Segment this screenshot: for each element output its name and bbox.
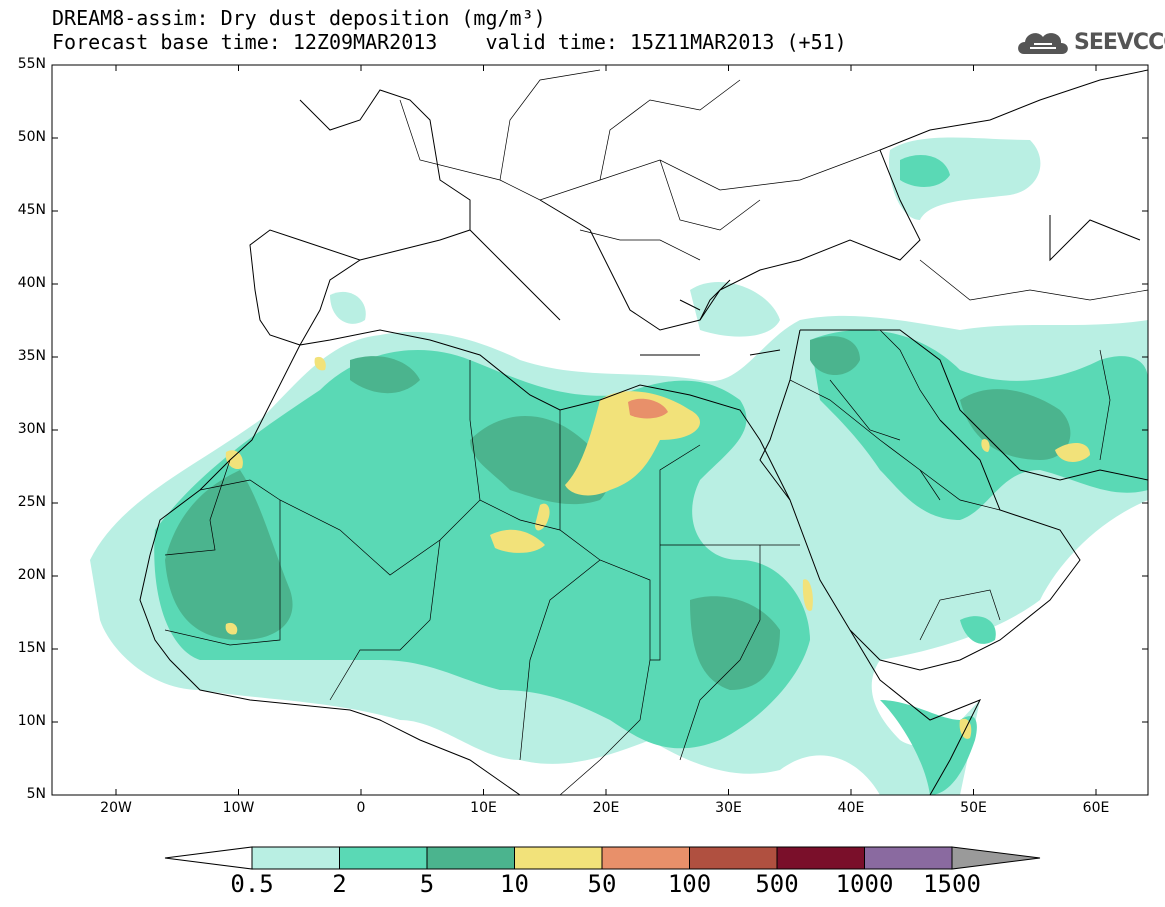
colorbar-swatch [514, 846, 603, 870]
lat-label: 20N [17, 567, 46, 583]
map-title: DREAM8-assim: Dry dust deposition (mg/m³… [52, 6, 546, 30]
colorbar-swatch [776, 846, 865, 870]
axis-ticks [52, 64, 1148, 796]
seevccc-logo: SEEVCCC [1016, 24, 1165, 64]
deposition-zone-2-5-horn [880, 700, 977, 795]
lat-label: 5N [26, 786, 46, 802]
colorbar-label: 50 [587, 870, 617, 898]
colorbar-label: 2 [332, 870, 347, 898]
lon-label: 30E [715, 800, 742, 816]
colorbar-label: 1000 [835, 870, 894, 898]
deposition-zone-10-50-niger [535, 503, 550, 531]
deposition-zone-0.5-2-iberia [330, 291, 366, 324]
colorbar-swatch [689, 846, 778, 870]
lon-label: 20E [592, 800, 620, 816]
colorbar-label: 100 [667, 870, 712, 898]
colorbar-swatch [864, 846, 953, 870]
deposition-zone-2-5-caspian [900, 155, 950, 187]
colorbar-swatch [601, 846, 690, 870]
deposition-zone-10-50-ethiopia [802, 579, 813, 611]
colorbar-over-triangle [951, 846, 1041, 870]
lon-label: 0 [356, 800, 366, 816]
lat-label: 30N [17, 421, 46, 437]
deposition-zone-10-50-algeria [314, 356, 326, 371]
deposition-zone-10-50-gulf [981, 439, 990, 452]
deposition-zone-0.5-2-aegean [690, 281, 780, 337]
deposition-field [90, 137, 1148, 795]
lon-label: 50E [960, 800, 987, 816]
deposition-zone-10-50-iran [1055, 443, 1090, 462]
deposition-zone-5-10-west [165, 470, 293, 640]
colorbar [164, 846, 1041, 870]
lon-label: 60E [1082, 800, 1110, 816]
deposition-zone-10-50-chad [490, 529, 545, 553]
lat-label: 35N [17, 348, 46, 364]
colorbar-swatch [251, 846, 340, 870]
colorbar-label: 0.5 [230, 870, 274, 898]
deposition-zone-5-10-iraq [810, 336, 860, 375]
deposition-zone-5-10-sudan [690, 596, 780, 690]
lon-label: 40E [837, 800, 865, 816]
forecast-time-line: Forecast base time: 12Z09MAR2013 valid t… [52, 30, 847, 54]
lat-label: 55N [17, 56, 46, 72]
logo-text: SEEVCCC [1074, 30, 1165, 55]
country-borders [164, 69, 1148, 795]
colorbar-swatch [426, 846, 515, 870]
lat-label: 40N [17, 275, 46, 291]
lat-label: 15N [17, 640, 46, 656]
deposition-zone-10-50-libya [565, 391, 700, 496]
lat-label: 10N [17, 713, 46, 729]
lon-label: 10W [222, 800, 255, 816]
coastlines [139, 69, 1148, 795]
colorbar-label: 5 [419, 870, 435, 898]
deposition-zone-5-10-morocco [350, 356, 420, 394]
colorbar-label: 500 [755, 870, 799, 898]
deposition-zone-10-50-mauritania [225, 450, 243, 470]
deposition-zone-50-100 [628, 398, 668, 419]
lon-label: 20W [100, 800, 132, 816]
deposition-zone-2-5-oman [960, 616, 996, 644]
cloud-icon [1018, 33, 1068, 54]
colorbar-label: 10 [500, 870, 529, 898]
lat-label: 25N [17, 494, 46, 510]
colorbar-swatch [339, 846, 428, 870]
lat-label: 45N [17, 202, 46, 218]
lat-label: 50N [17, 129, 46, 145]
colorbar-under-triangle [164, 846, 253, 870]
deposition-zone-10-50-mali [225, 622, 238, 635]
colorbar-label: 1500 [923, 870, 981, 898]
lon-label: 10E [470, 800, 497, 816]
